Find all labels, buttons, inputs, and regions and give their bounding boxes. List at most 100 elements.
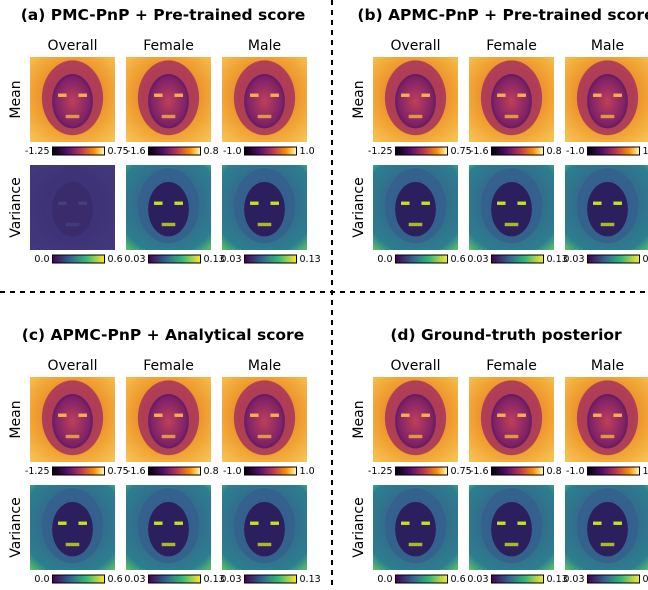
column-header: Overall <box>390 358 440 374</box>
colorbar-max-label: 0.13 <box>204 574 225 585</box>
colorbar-min-label: 0.0 <box>377 574 392 585</box>
colorbar <box>587 254 640 264</box>
eye <box>517 201 526 205</box>
face <box>395 74 436 129</box>
colorbar-max-label: 0.8 <box>547 466 562 477</box>
row-label: Variance <box>8 177 24 237</box>
mouth <box>65 114 80 119</box>
eye <box>593 413 602 417</box>
colorbar-min-label: 0.03 <box>220 574 241 585</box>
colorbar-min-label: -1.6 <box>470 146 489 157</box>
colorbar-max-label: 0.6 <box>108 254 123 265</box>
variance-image <box>126 485 211 570</box>
face <box>491 502 532 557</box>
face <box>491 182 532 237</box>
row-label: Mean <box>351 80 367 118</box>
eye <box>270 201 279 205</box>
variance-image <box>30 485 115 570</box>
eye <box>613 201 622 205</box>
colorbar-min-label: 0.0 <box>377 254 392 265</box>
eye <box>497 93 506 97</box>
colorbar-min-label: 0.03 <box>124 574 145 585</box>
eye <box>58 93 67 97</box>
eye <box>401 413 410 417</box>
face <box>244 182 285 237</box>
column-header: Overall <box>47 38 97 54</box>
colorbar-min-label: 0.03 <box>124 254 145 265</box>
mean-image <box>565 377 648 462</box>
face <box>244 394 285 449</box>
variance-image <box>469 485 554 570</box>
mouth <box>161 542 176 547</box>
variance-image <box>373 165 458 250</box>
face <box>395 182 436 237</box>
colorbar-max-label: 0.13 <box>643 574 648 585</box>
colorbar <box>587 466 640 476</box>
colorbar <box>395 254 448 264</box>
colorbar-max-label: 1.0 <box>643 146 648 157</box>
row-label: Mean <box>8 80 24 118</box>
eye <box>78 413 87 417</box>
column-header: Female <box>486 38 537 54</box>
mean-image <box>373 57 458 142</box>
mean-image <box>126 377 211 462</box>
eye <box>174 413 183 417</box>
variance-image <box>222 165 307 250</box>
panel: (d) Ground-truth posterior Overall Female M… <box>351 326 648 585</box>
column-header: Female <box>486 358 537 374</box>
colorbar <box>148 254 201 264</box>
colorbar-max-label: 0.6 <box>451 574 466 585</box>
colorbar-min-label: 0.0 <box>34 574 49 585</box>
colorbar <box>244 466 297 476</box>
row-label: Variance <box>351 177 367 237</box>
eye <box>421 413 430 417</box>
colorbar-min-label: -1.6 <box>470 466 489 477</box>
mouth <box>408 542 423 547</box>
colorbar-min-label: 0.0 <box>34 254 49 265</box>
colorbar-max-label: 0.8 <box>204 146 219 157</box>
eye <box>154 521 163 525</box>
mouth <box>600 434 615 439</box>
variance-image <box>126 165 211 250</box>
face <box>395 502 436 557</box>
colorbar-max-label: 0.75 <box>451 146 472 157</box>
mouth <box>600 222 615 227</box>
mean-image <box>222 377 307 462</box>
eye <box>250 201 259 205</box>
variance-image <box>222 485 307 570</box>
eye <box>421 521 430 525</box>
face <box>52 502 93 557</box>
face <box>244 502 285 557</box>
column-header: Male <box>248 358 281 374</box>
mouth <box>408 114 423 119</box>
mean-image <box>222 57 307 142</box>
colorbar-max-label: 0.13 <box>547 254 568 265</box>
variance-image <box>469 165 554 250</box>
panel-title: (a) PMC-PnP + Pre-trained score <box>21 6 306 24</box>
colorbar <box>491 146 544 156</box>
mean-image <box>469 57 554 142</box>
face <box>148 182 189 237</box>
mouth <box>257 542 272 547</box>
eye <box>78 201 87 205</box>
colorbar-max-label: 1.0 <box>300 146 315 157</box>
colorbar-max-label: 0.75 <box>108 146 129 157</box>
row-label: Mean <box>351 400 367 438</box>
face <box>491 74 532 129</box>
panel-title: (b) APMC-PnP + Pre-trained score <box>357 6 648 24</box>
mouth <box>257 434 272 439</box>
colorbar <box>148 146 201 156</box>
mouth <box>257 114 272 119</box>
mouth <box>257 222 272 227</box>
colorbar <box>587 146 640 156</box>
colorbar-max-label: 0.6 <box>451 254 466 265</box>
face <box>395 394 436 449</box>
eye <box>401 93 410 97</box>
panel: (b) APMC-PnP + Pre-trained score Overall F… <box>351 6 648 265</box>
colorbar <box>52 574 105 584</box>
mean-image <box>469 377 554 462</box>
colorbar <box>244 574 297 584</box>
eye <box>593 521 602 525</box>
colorbar <box>587 574 640 584</box>
eye <box>613 521 622 525</box>
